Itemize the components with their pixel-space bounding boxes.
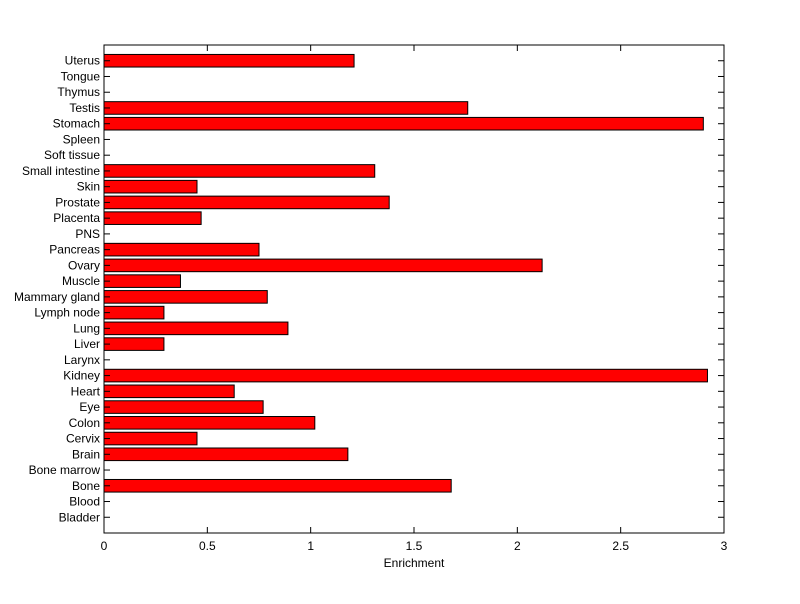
category-label: Eye <box>79 400 100 414</box>
category-label: Larynx <box>64 353 100 367</box>
bar-stomach <box>103 116 704 131</box>
category-label: Blood <box>69 495 100 509</box>
bar-bone <box>103 478 452 493</box>
bars-layer <box>103 53 708 493</box>
bar-uterus <box>103 53 355 68</box>
bar-heart <box>103 384 235 399</box>
bar-colon <box>103 416 316 430</box>
ticks-layer <box>103 45 725 533</box>
category-label: Bone <box>72 479 100 493</box>
category-label: Ovary <box>68 258 100 272</box>
category-label: Pancreas <box>49 243 100 257</box>
category-label: Tongue <box>61 69 101 83</box>
bar-lymph-node <box>103 305 165 320</box>
bar-placenta <box>103 211 202 225</box>
category-label: Cervix <box>66 432 100 446</box>
category-label: PNS <box>75 227 100 241</box>
bar-brain <box>103 447 349 462</box>
x-tick-label: 3 <box>721 539 728 553</box>
bar-skin <box>103 179 198 194</box>
x-tick-label: 1 <box>307 539 314 553</box>
bar-cervix <box>103 431 198 446</box>
x-tick-label: 2.5 <box>612 539 629 553</box>
category-label: Bone marrow <box>29 463 101 477</box>
x-tick-label: 0.5 <box>199 539 216 553</box>
x-tick-labels: 0 0.5 1 1.5 2 2.5 3 <box>101 539 728 553</box>
x-tick-label: 1.5 <box>406 539 423 553</box>
category-label: Lymph node <box>34 306 100 320</box>
bar-small-intestine <box>103 164 376 178</box>
category-label: Thymus <box>57 85 100 99</box>
category-label: Bladder <box>59 510 100 524</box>
bar-muscle <box>103 274 181 288</box>
category-label: Uterus <box>65 54 100 68</box>
bar-ovary <box>103 258 543 273</box>
bar-eye <box>103 400 264 414</box>
x-tick-label: 0 <box>101 539 108 553</box>
category-label: Stomach <box>53 117 100 131</box>
category-label: Lung <box>73 321 100 335</box>
category-label: Liver <box>74 337 100 351</box>
category-label: Skin <box>77 180 100 194</box>
category-label: Heart <box>71 384 101 398</box>
x-axis-label: Enrichment <box>384 556 445 570</box>
category-label: Testis <box>69 101 100 115</box>
bar-lung <box>103 321 289 336</box>
bar-pancreas <box>103 242 260 257</box>
category-label: Colon <box>69 416 100 430</box>
category-label: Spleen <box>63 132 100 146</box>
category-label: Mammary gland <box>14 290 100 304</box>
category-label: Kidney <box>63 369 100 383</box>
category-label: Muscle <box>62 274 100 288</box>
category-label: Placenta <box>53 211 100 225</box>
x-tick-label: 2 <box>514 539 521 553</box>
category-label: Small intestine <box>22 164 100 178</box>
category-label: Soft tissue <box>44 148 100 162</box>
bar-kidney <box>103 368 708 383</box>
bar-mammary-gland <box>103 290 268 304</box>
bar-liver <box>103 337 165 351</box>
bar-testis <box>103 101 469 115</box>
category-label: Brain <box>72 447 100 461</box>
category-label: Prostate <box>55 195 100 209</box>
bar-prostate <box>103 195 390 210</box>
